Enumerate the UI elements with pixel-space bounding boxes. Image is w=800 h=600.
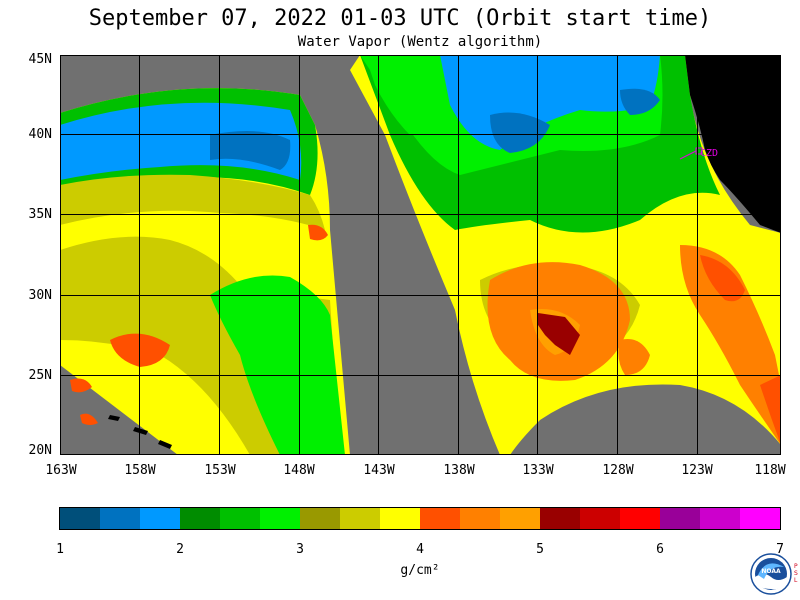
western-swath	[60, 88, 350, 455]
colorbar-tick-7: 7	[776, 542, 784, 557]
noaa-logo-side-text: PSL	[794, 563, 798, 584]
colorbar-swatch	[260, 508, 300, 529]
colorbar-swatch	[420, 508, 460, 529]
water-vapor-map: CZD	[60, 55, 781, 455]
colorbar-tick-1: 1	[56, 542, 64, 557]
colorbar-units: g/cm²	[400, 563, 440, 578]
colorbar-swatch	[500, 508, 540, 529]
lat-label-30n: 30N	[28, 288, 52, 303]
lat-label-45n: 45N	[28, 52, 52, 67]
colorbar-swatch	[460, 508, 500, 529]
colorbar-swatch	[60, 508, 100, 529]
lat-lon-grid	[60, 55, 781, 455]
lon-label-153w: 153W	[204, 463, 236, 478]
colorbar-tick-5: 5	[536, 542, 544, 557]
lon-label-148w: 148W	[283, 463, 315, 478]
colorbar-swatch	[620, 508, 660, 529]
lat-label-40n: 40N	[28, 127, 52, 142]
lon-label-138w: 138W	[443, 463, 475, 478]
colorbar-swatch	[340, 508, 380, 529]
colorbar-swatch	[740, 508, 780, 529]
colorbar-swatch	[180, 508, 220, 529]
colorbar-swatch	[700, 508, 740, 529]
land-mass	[685, 55, 781, 233]
colorbar-tick-4: 4	[416, 542, 424, 557]
colorbar-swatch	[300, 508, 340, 529]
eastern-swath	[350, 55, 781, 455]
noaa-logo: NOAA	[750, 553, 792, 595]
lon-label-128w: 128W	[602, 463, 634, 478]
lat-label-20n: 20N	[28, 443, 52, 458]
map-subtitle: Water Vapor (Wentz algorithm)	[297, 34, 543, 50]
colorbar-swatch	[220, 508, 260, 529]
lon-label-123w: 123W	[681, 463, 713, 478]
colorbar-tick-2: 2	[176, 542, 184, 557]
colorbar-swatch	[540, 508, 580, 529]
lon-label-143w: 143W	[363, 463, 395, 478]
lon-label-118w: 118W	[754, 463, 786, 478]
station-marker-czd	[679, 147, 703, 160]
colorbar-swatch	[660, 508, 700, 529]
lat-label-25n: 25N	[28, 368, 52, 383]
colorbar-swatch	[380, 508, 420, 529]
colorbar-tick-6: 6	[656, 542, 664, 557]
colorbar-swatch	[580, 508, 620, 529]
colorbar-swatch	[100, 508, 140, 529]
colorbar	[59, 507, 781, 530]
lat-label-35n: 35N	[28, 207, 52, 222]
lon-label-133w: 133W	[522, 463, 554, 478]
map-title: September 07, 2022 01-03 UTC (Orbit star…	[88, 6, 712, 31]
station-label: CZD	[700, 148, 718, 159]
lon-label-163w: 163W	[45, 463, 77, 478]
colorbar-swatch	[140, 508, 180, 529]
lon-label-158w: 158W	[124, 463, 156, 478]
noaa-logo-text: NOAA	[761, 568, 781, 575]
colorbar-tick-3: 3	[296, 542, 304, 557]
